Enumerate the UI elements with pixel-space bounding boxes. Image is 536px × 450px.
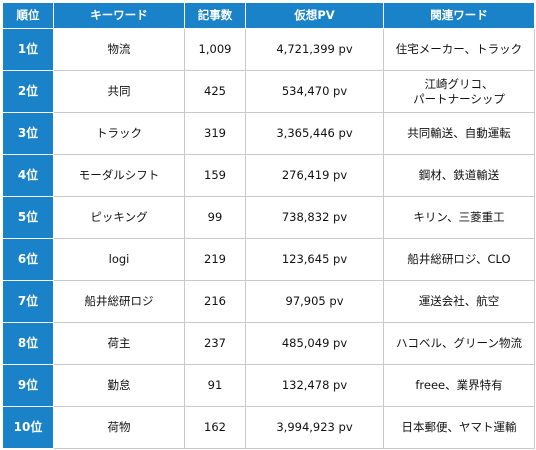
table-row: 9位 勤怠 91 132,478 pv freee、業界特有 xyxy=(2,364,535,407)
virtual-pv-cell: 97,905 pv xyxy=(245,280,384,323)
rank-cell: 2位 xyxy=(2,70,54,113)
related-words-text: 江崎グリコ、パートナーシップ xyxy=(413,77,505,106)
rank-cell: 10位 xyxy=(2,406,54,449)
virtual-pv-cell: 4,721,399 pv xyxy=(245,28,384,71)
keyword-cell: 荷主 xyxy=(53,322,185,365)
article-count-cell: 319 xyxy=(184,112,246,155)
keyword-cell: トラック xyxy=(53,112,185,155)
virtual-pv-cell: 738,832 pv xyxy=(245,196,384,239)
related-words-cell: 鋼材、鉄道輸送 xyxy=(383,154,535,197)
keyword-cell: 共同 xyxy=(53,70,185,113)
table-row: 8位 荷主 237 485,049 pv ハコベル、グリーン物流 xyxy=(2,322,535,365)
article-count-cell: 1,009 xyxy=(184,28,246,71)
related-words-cell: 運送会社、航空 xyxy=(383,280,535,323)
virtual-pv-cell: 485,049 pv xyxy=(245,322,384,365)
keyword-cell: 勤怠 xyxy=(53,364,185,407)
keyword-cell: ピッキング xyxy=(53,196,185,239)
rank-cell: 5位 xyxy=(2,196,54,239)
rank-cell: 8位 xyxy=(2,322,54,365)
article-count-cell: 219 xyxy=(184,238,246,281)
keyword-cell: モーダルシフト xyxy=(53,154,185,197)
article-count-cell: 162 xyxy=(184,406,246,449)
header-row: 順位 キーワード 記事数 仮想PV 関連ワード xyxy=(2,2,535,29)
keyword-cell: 船井総研ロジ xyxy=(53,280,185,323)
article-count-cell: 237 xyxy=(184,322,246,365)
related-words-cell: 共同輸送、自動運転 xyxy=(383,112,535,155)
table-row: 5位 ピッキング 99 738,832 pv キリン、三菱重工 xyxy=(2,196,535,239)
virtual-pv-cell: 3,994,923 pv xyxy=(245,406,384,449)
article-count-cell: 159 xyxy=(184,154,246,197)
keyword-cell: logi xyxy=(53,238,185,281)
article-count-cell: 425 xyxy=(184,70,246,113)
table-row: 2位 共同 425 534,470 pv 江崎グリコ、パートナーシップ xyxy=(2,70,535,113)
header-article-count: 記事数 xyxy=(184,2,246,29)
related-words-cell: ハコベル、グリーン物流 xyxy=(383,322,535,365)
related-words-cell: 住宅メーカー、トラック xyxy=(383,28,535,71)
virtual-pv-cell: 534,470 pv xyxy=(245,70,384,113)
virtual-pv-cell: 132,478 pv xyxy=(245,364,384,407)
table-row: 3位 トラック 319 3,365,446 pv 共同輸送、自動運転 xyxy=(2,112,535,155)
rank-cell: 6位 xyxy=(2,238,54,281)
virtual-pv-cell: 123,645 pv xyxy=(245,238,384,281)
rank-cell: 4位 xyxy=(2,154,54,197)
article-count-cell: 216 xyxy=(184,280,246,323)
related-words-cell: 日本郵便、ヤマト運輸 xyxy=(383,406,535,449)
header-rank: 順位 xyxy=(2,2,54,29)
article-count-cell: 99 xyxy=(184,196,246,239)
virtual-pv-cell: 276,419 pv xyxy=(245,154,384,197)
virtual-pv-cell: 3,365,446 pv xyxy=(245,112,384,155)
rank-cell: 7位 xyxy=(2,280,54,323)
table-row: 10位 荷物 162 3,994,923 pv 日本郵便、ヤマト運輸 xyxy=(2,406,535,449)
header-related-words: 関連ワード xyxy=(383,2,535,29)
table-row: 1位 物流 1,009 4,721,399 pv 住宅メーカー、トラック xyxy=(2,28,535,71)
header-keyword: キーワード xyxy=(53,2,185,29)
rank-cell: 9位 xyxy=(2,364,54,407)
related-words-cell: freee、業界特有 xyxy=(383,364,535,407)
rank-cell: 1位 xyxy=(2,28,54,71)
table-row: 4位 モーダルシフト 159 276,419 pv 鋼材、鉄道輸送 xyxy=(2,154,535,197)
rank-cell: 3位 xyxy=(2,112,54,155)
table-header: 順位 キーワード 記事数 仮想PV 関連ワード xyxy=(2,2,535,29)
related-words-cell: キリン、三菱重工 xyxy=(383,196,535,239)
keyword-cell: 荷物 xyxy=(53,406,185,449)
table-row: 6位 logi 219 123,645 pv 船井総研ロジ、CLO xyxy=(2,238,535,281)
related-words-cell: 船井総研ロジ、CLO xyxy=(383,238,535,281)
article-count-cell: 91 xyxy=(184,364,246,407)
table-body: 1位 物流 1,009 4,721,399 pv 住宅メーカー、トラック 2位 … xyxy=(2,28,535,449)
keyword-cell: 物流 xyxy=(53,28,185,71)
table-row: 7位 船井総研ロジ 216 97,905 pv 運送会社、航空 xyxy=(2,280,535,323)
header-virtual-pv: 仮想PV xyxy=(245,2,384,29)
related-words-cell: 江崎グリコ、パートナーシップ xyxy=(383,70,535,113)
